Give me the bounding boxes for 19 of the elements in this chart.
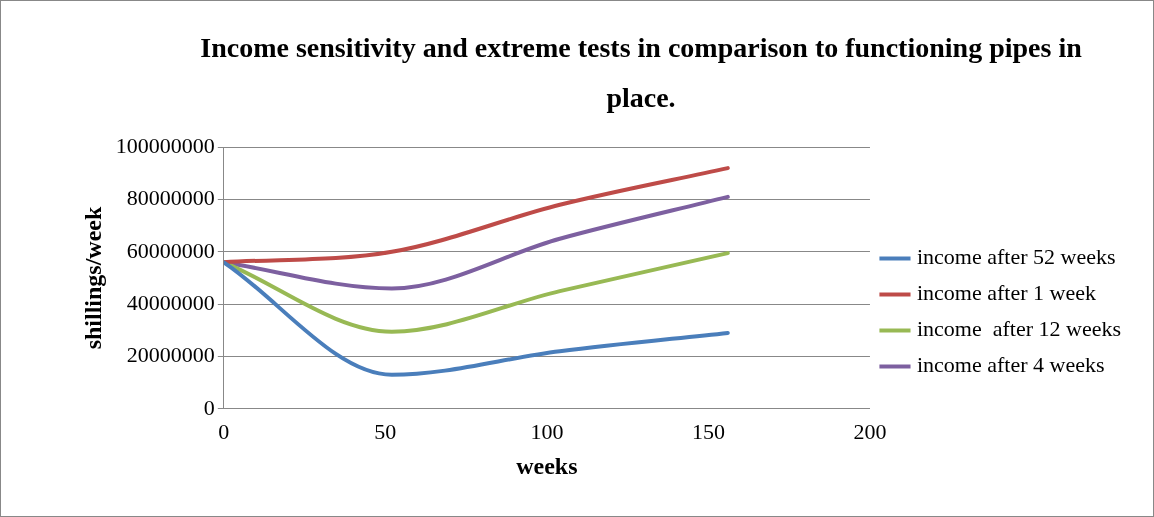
y-tick-label: 60000000: [126, 237, 215, 263]
y-tick-label: 40000000: [126, 289, 215, 315]
legend-label: income after 52 weeks: [916, 244, 1116, 270]
x-tick-label: 150: [691, 418, 725, 444]
y-tick-label: 100000000: [115, 132, 215, 158]
legend-label: income after 1 week: [916, 280, 1096, 306]
x-tick-label: 50: [374, 418, 397, 444]
y-axis-title: shillings/week: [79, 206, 106, 350]
x-axis-title: weeks: [516, 452, 578, 479]
legend-label: income after 12 weeks: [916, 316, 1121, 342]
y-tick-label: 0: [203, 394, 215, 420]
y-tick-label: 80000000: [126, 185, 215, 211]
line-series: [223, 260, 730, 377]
line-series: [223, 166, 730, 265]
x-tick-label: 100: [530, 418, 564, 444]
x-tick-label: 200: [853, 418, 887, 444]
y-tick-label: 20000000: [126, 342, 215, 368]
chart-title: Income sensitivity and extreme tests in comparison to functioning pipes in place.: [199, 31, 1083, 115]
legend-label: income after 4 weeks: [916, 352, 1105, 378]
